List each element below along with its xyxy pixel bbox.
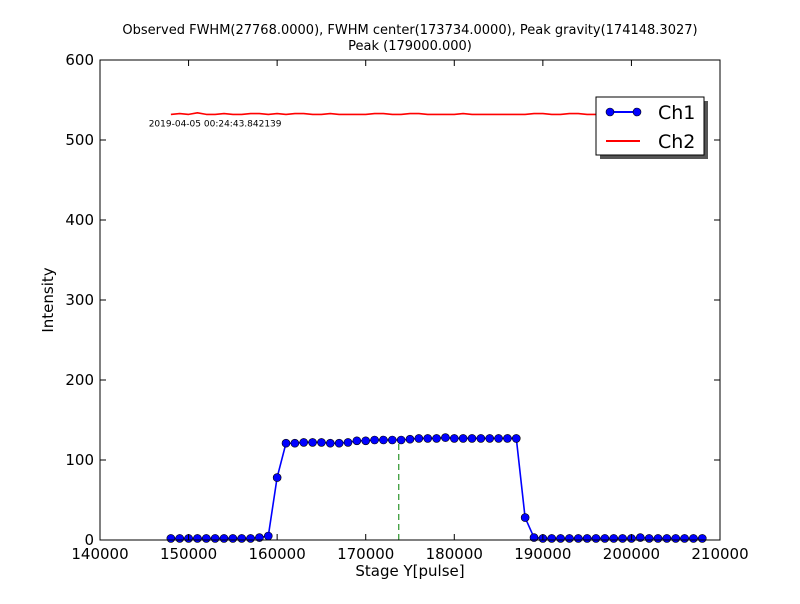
data-point-ch1 — [662, 534, 672, 543]
data-point-ch1 — [193, 534, 202, 543]
data-point-ch1 — [432, 434, 441, 443]
x-tick-label: 200000 — [603, 545, 660, 563]
data-point-ch1 — [697, 534, 707, 543]
data-point-ch1 — [618, 534, 627, 543]
y-tick-label: 600 — [65, 51, 94, 69]
data-point-ch1 — [609, 534, 619, 543]
legend-label-ch1: Ch1 — [658, 102, 695, 124]
chart-subtitle: Peak (179000.000) — [348, 39, 472, 54]
data-point-ch1 — [503, 434, 512, 443]
x-tick-label: 210000 — [691, 545, 748, 563]
data-point-ch1 — [485, 434, 495, 443]
x-tick-label: 160000 — [249, 545, 306, 563]
data-point-ch1 — [511, 434, 521, 443]
data-point-ch1 — [361, 436, 371, 446]
data-point-ch1 — [680, 534, 689, 543]
data-point-ch1 — [396, 435, 406, 445]
y-axis-label: Intensity — [39, 267, 57, 332]
data-point-ch1 — [334, 438, 344, 448]
legend-label-ch2: Ch2 — [658, 131, 695, 153]
data-point-ch1 — [689, 534, 698, 543]
data-point-ch1 — [423, 434, 433, 443]
data-point-ch1 — [494, 434, 503, 443]
data-point-ch1 — [653, 534, 663, 543]
data-point-ch1 — [379, 435, 388, 445]
data-point-ch1 — [441, 433, 450, 442]
x-tick-label: 150000 — [160, 545, 217, 563]
data-point-ch1 — [246, 534, 255, 543]
data-point-ch1 — [290, 438, 300, 448]
data-point-ch1 — [308, 438, 317, 447]
data-point-ch1 — [671, 534, 681, 543]
x-tick-label: 170000 — [337, 545, 394, 563]
data-point-ch1 — [352, 436, 362, 446]
data-point-ch1 — [210, 534, 220, 543]
legend-marker-ch1 — [605, 107, 615, 117]
y-tick-label: 300 — [65, 291, 94, 309]
y-tick-label: 100 — [65, 451, 94, 469]
data-point-ch1 — [343, 438, 353, 447]
data-point-ch1 — [600, 534, 610, 543]
legend-box — [595, 96, 705, 156]
data-point-ch1 — [175, 534, 185, 543]
data-point-ch1 — [272, 473, 282, 482]
data-point-ch1 — [476, 434, 486, 443]
data-point-ch1 — [263, 531, 273, 541]
data-point-ch1 — [573, 534, 583, 543]
data-point-ch1 — [565, 534, 574, 543]
data-point-ch1 — [556, 534, 565, 543]
data-point-ch1 — [458, 434, 468, 443]
data-point-ch1 — [317, 438, 326, 447]
data-point-ch1 — [414, 434, 424, 443]
data-point-ch1 — [166, 534, 176, 543]
data-point-ch1 — [644, 534, 654, 543]
y-tick-label: 400 — [65, 211, 94, 229]
chart-title: Observed FWHM(27768.0000), FWHM center(1… — [122, 23, 697, 38]
legend-marker-ch1 — [632, 107, 642, 117]
data-point-ch1 — [281, 438, 291, 448]
data-point-ch1 — [547, 534, 557, 543]
data-point-ch1 — [237, 534, 247, 543]
data-point-ch1 — [405, 434, 415, 444]
data-point-ch1 — [325, 438, 335, 448]
y-tick-label: 500 — [65, 131, 94, 149]
data-point-ch1 — [387, 435, 397, 445]
data-point-ch1 — [219, 534, 229, 543]
data-point-ch1 — [201, 534, 211, 543]
data-point-ch1 — [467, 434, 477, 443]
data-point-ch1 — [582, 534, 592, 543]
y-tick-label: 200 — [65, 371, 94, 389]
data-point-ch1 — [299, 438, 309, 447]
data-point-ch1 — [370, 435, 379, 445]
x-tick-label: 190000 — [514, 545, 571, 563]
axis-ticks: 140000 150000 160000 170000 180000 190000 2000… — [65, 51, 748, 563]
data-point-ch1 — [520, 513, 530, 522]
x-tick-label: 180000 — [426, 545, 483, 563]
x-tick-label: 140000 — [71, 545, 128, 563]
x-axis-label: Stage Y[pulse] — [355, 562, 464, 580]
data-point-ch1 — [449, 434, 459, 443]
data-point-ch1 — [228, 534, 238, 543]
data-point-ch1 — [591, 534, 601, 543]
timestamp-annotation: 2019-04-05 00:24:43.842139 — [149, 119, 282, 129]
y-tick-label: 0 — [84, 531, 94, 549]
